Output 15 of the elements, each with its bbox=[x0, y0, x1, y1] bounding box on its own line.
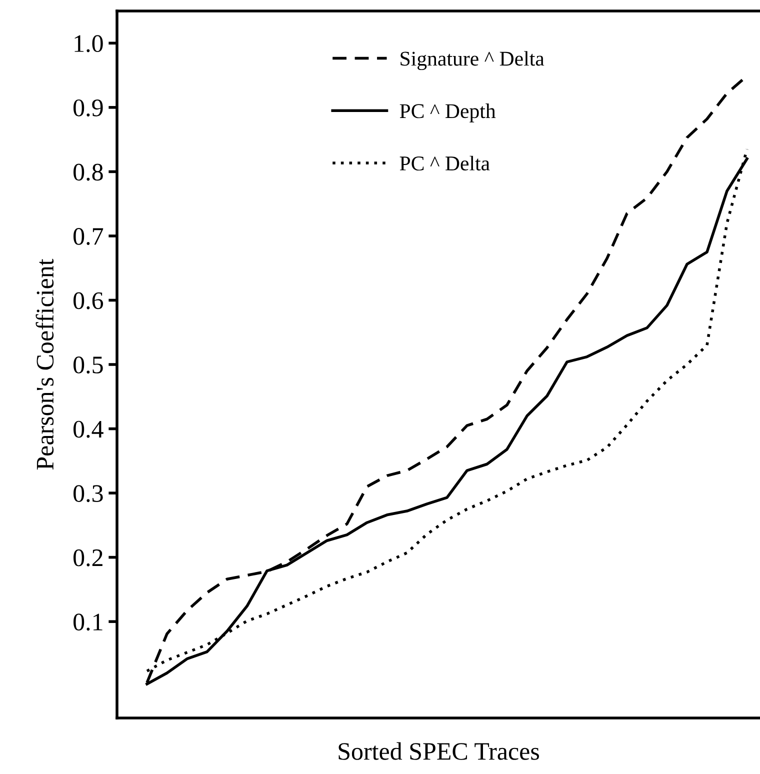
y-tick-label: 0.1 bbox=[74, 614, 102, 631]
legend-label: PC ^ Depth bbox=[400, 104, 496, 122]
y-tick-label: 0.3 bbox=[74, 485, 103, 502]
y-tick-label: 1.0 bbox=[74, 35, 103, 52]
y-tick-label: 0.7 bbox=[74, 228, 104, 245]
x-axis-title: Sorted SPEC Traces bbox=[338, 742, 540, 760]
legend-label: Signature ^ Delta bbox=[400, 51, 544, 70]
legend-label: PC ^ Delta bbox=[400, 156, 490, 171]
y-tick-label: 0.8 bbox=[74, 164, 103, 181]
y-tick-label: 0.6 bbox=[74, 292, 104, 310]
y-tick-label: 0.9 bbox=[74, 99, 103, 116]
y-tick-label: 0.4 bbox=[74, 420, 104, 438]
y-axis-title: Pearson's Coefficient bbox=[36, 258, 54, 470]
y-tick-label: 0.2 bbox=[74, 549, 102, 566]
y-tick-label: 0.5 bbox=[74, 356, 103, 374]
